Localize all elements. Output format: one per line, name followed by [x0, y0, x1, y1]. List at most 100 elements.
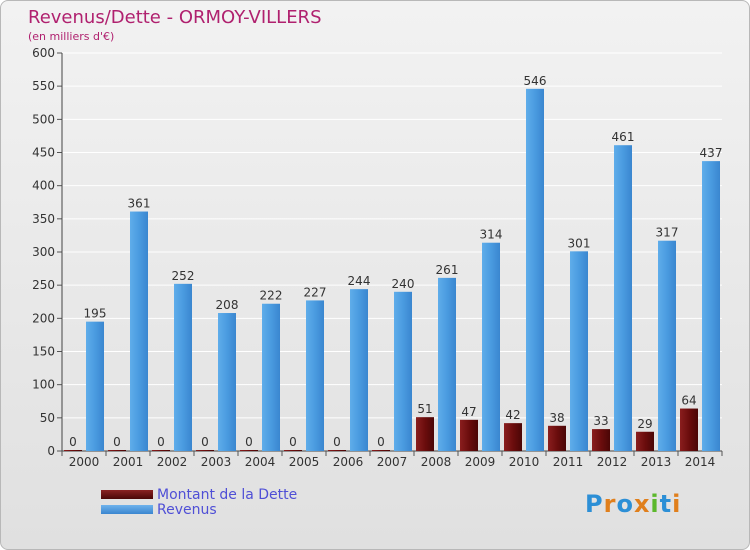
- bar-dette: [504, 423, 522, 451]
- bar-dette: [636, 431, 654, 451]
- data-label-revenus: 314: [480, 228, 503, 242]
- y-tick-label: 350: [32, 212, 55, 226]
- data-label-revenus: 195: [84, 307, 107, 321]
- data-label-dette: 0: [201, 435, 209, 449]
- data-label-dette: 38: [549, 411, 564, 425]
- logo-letter: P: [585, 490, 604, 518]
- data-label-dette: 0: [69, 435, 77, 449]
- logo-letter: i: [650, 490, 660, 518]
- bar-revenus: [262, 303, 280, 451]
- bar-revenus: [570, 251, 588, 451]
- bar-revenus: [526, 88, 544, 451]
- x-tick-label: 2011: [553, 455, 584, 469]
- bar-dette: [680, 408, 698, 451]
- data-label-dette: 47: [461, 405, 476, 419]
- bar-dette: [152, 450, 170, 451]
- x-tick-label: 2000: [69, 455, 100, 469]
- chart-subtitle: (en milliers d'€): [28, 30, 115, 43]
- data-label-dette: 0: [113, 435, 121, 449]
- bar-revenus: [614, 145, 632, 451]
- x-tick-label: 2013: [641, 455, 672, 469]
- bar-revenus: [438, 277, 456, 451]
- bar-dette: [460, 419, 478, 451]
- logo-letter: o: [616, 490, 634, 518]
- y-tick-label: 600: [32, 46, 55, 60]
- data-label-dette: 0: [377, 435, 385, 449]
- data-label-revenus: 261: [436, 263, 459, 277]
- data-label-dette: 0: [245, 435, 253, 449]
- data-label-dette: 29: [637, 417, 652, 431]
- x-tick-label: 2009: [465, 455, 496, 469]
- y-tick-label: 100: [32, 378, 55, 392]
- y-tick-label: 50: [40, 411, 55, 425]
- y-tick-label: 250: [32, 278, 55, 292]
- data-label-dette: 0: [157, 435, 165, 449]
- data-label-dette: 51: [417, 402, 432, 416]
- bar-revenus: [482, 242, 500, 451]
- x-tick-label: 2003: [201, 455, 232, 469]
- bar-dette: [64, 450, 82, 451]
- data-label-revenus: 301: [568, 236, 591, 250]
- bar-dette: [372, 450, 390, 451]
- data-label-revenus: 227: [304, 285, 327, 299]
- bar-revenus: [350, 289, 368, 451]
- x-tick-label: 2014: [685, 455, 716, 469]
- bar-revenus: [658, 240, 676, 451]
- bar-dette: [108, 450, 126, 451]
- data-label-dette: 0: [289, 435, 297, 449]
- logo-letter: r: [603, 490, 617, 518]
- logo-letter: x: [633, 490, 651, 518]
- bar-dette: [284, 450, 302, 451]
- bar-revenus: [174, 283, 192, 451]
- x-tick-label: 2007: [377, 455, 408, 469]
- data-label-revenus: 240: [392, 277, 415, 291]
- x-tick-label: 2006: [333, 455, 364, 469]
- legend-label-dette: Montant de la Dette: [157, 487, 298, 503]
- data-label-revenus: 252: [172, 269, 195, 283]
- data-label-dette: 0: [333, 435, 341, 449]
- logo-letter: i: [672, 490, 682, 518]
- data-label-revenus: 437: [700, 146, 723, 160]
- x-tick-label: 2004: [245, 455, 276, 469]
- legend-label-revenus: Revenus: [157, 502, 217, 518]
- legend-swatch-dette: [101, 490, 153, 499]
- data-label-dette: 42: [505, 408, 520, 422]
- bar-dette: [240, 450, 258, 451]
- bar-dette: [196, 450, 214, 451]
- bar-dette: [416, 417, 434, 451]
- data-label-revenus: 208: [216, 298, 239, 312]
- x-tick-label: 2008: [421, 455, 452, 469]
- bar-dette: [548, 425, 566, 451]
- bar-revenus: [218, 313, 236, 451]
- data-label-revenus: 546: [524, 74, 547, 88]
- y-tick-label: 150: [32, 345, 55, 359]
- bar-revenus: [86, 321, 104, 451]
- bar-revenus: [702, 161, 720, 451]
- data-label-dette: 33: [593, 414, 608, 428]
- y-tick-label: 500: [32, 112, 55, 126]
- data-label-revenus: 244: [348, 274, 371, 288]
- y-tick-label: 450: [32, 146, 55, 160]
- y-tick-label: 200: [32, 311, 55, 325]
- data-label-dette: 64: [681, 394, 696, 408]
- x-tick-label: 2012: [597, 455, 628, 469]
- data-label-revenus: 222: [260, 289, 283, 303]
- x-tick-label: 2001: [113, 455, 144, 469]
- bar-dette: [592, 429, 610, 451]
- bar-revenus: [130, 211, 148, 451]
- chart-title: Revenus/Dette - ORMOY-VILLERS: [28, 7, 322, 28]
- y-tick-label: 550: [32, 79, 55, 93]
- bar-revenus: [306, 300, 324, 451]
- x-tick-label: 2010: [509, 455, 540, 469]
- data-label-revenus: 317: [656, 226, 679, 240]
- y-tick-label: 300: [32, 245, 55, 259]
- proxiti-logo: Proxiti: [585, 490, 681, 518]
- x-tick-label: 2005: [289, 455, 320, 469]
- y-tick-label: 400: [32, 179, 55, 193]
- data-label-revenus: 461: [612, 130, 635, 144]
- data-label-revenus: 361: [128, 197, 151, 211]
- legend-swatch-revenus: [101, 505, 153, 514]
- y-tick-label: 0: [47, 444, 55, 458]
